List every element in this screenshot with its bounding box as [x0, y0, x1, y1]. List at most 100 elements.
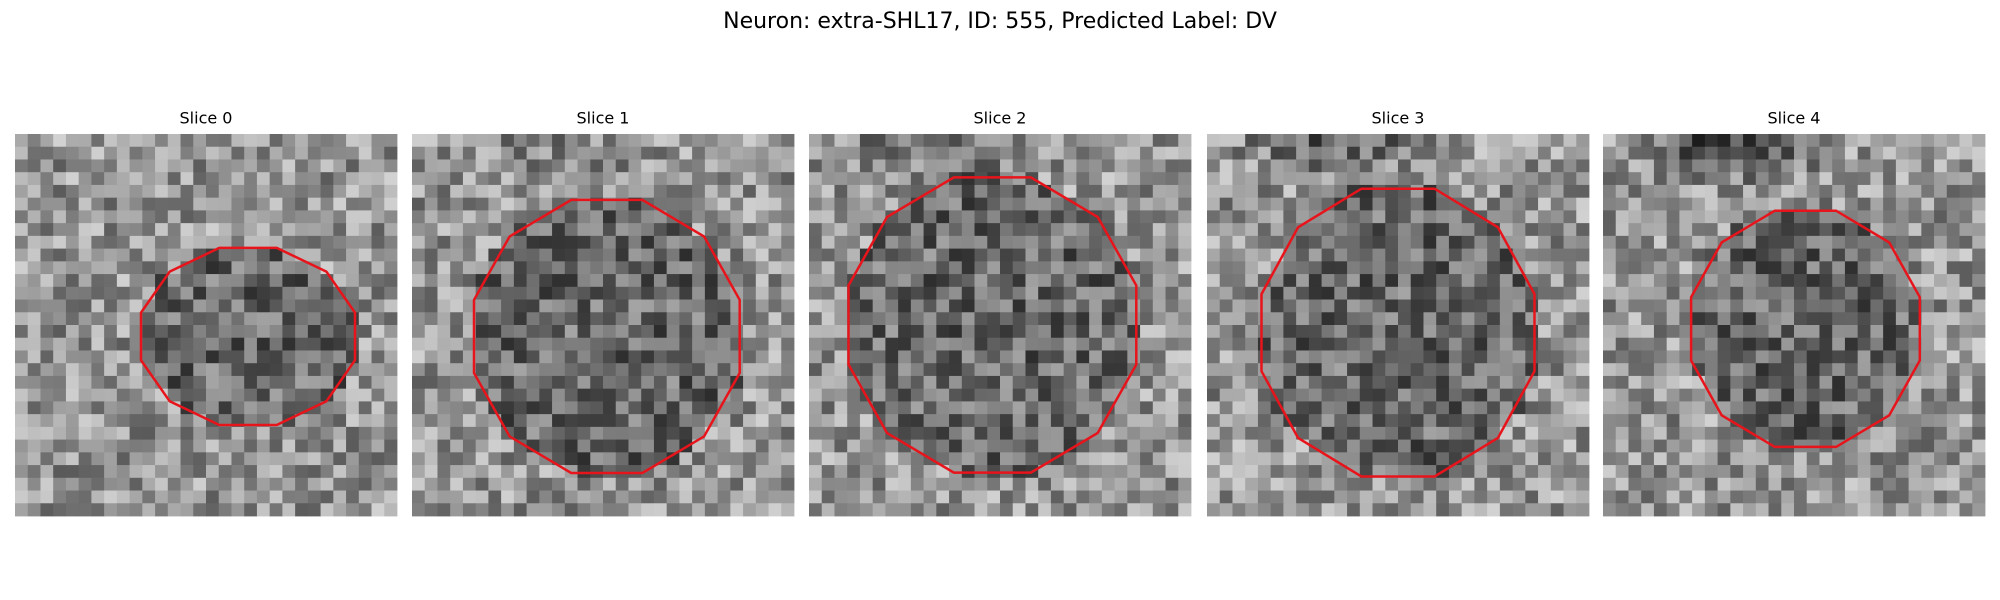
pixel — [333, 363, 347, 377]
pixel — [1806, 172, 1820, 186]
pixel — [27, 184, 41, 199]
pixel — [1050, 490, 1065, 504]
pixel — [1296, 134, 1310, 148]
pixel — [1525, 184, 1539, 199]
pixel — [1000, 490, 1014, 504]
pixel — [1012, 146, 1026, 160]
pixel — [513, 426, 527, 440]
pixel — [898, 337, 912, 351]
pixel — [1563, 465, 1577, 479]
pixel — [1012, 337, 1026, 351]
pixel — [1245, 325, 1259, 339]
pixel — [231, 248, 245, 262]
pixel — [847, 465, 861, 479]
pixel — [704, 325, 718, 339]
pixel — [1308, 312, 1322, 326]
pixel — [1207, 274, 1221, 288]
pixel — [641, 388, 655, 402]
pixel — [1245, 401, 1259, 415]
pixel — [1448, 235, 1463, 249]
pixel — [206, 159, 220, 173]
pixel — [424, 426, 438, 440]
pixel — [78, 223, 92, 237]
pixel — [564, 477, 578, 491]
pixel — [1410, 388, 1424, 402]
pixel — [1755, 172, 1769, 186]
pixel — [424, 490, 438, 504]
pixel — [475, 337, 489, 351]
pixel — [1474, 401, 1488, 415]
pixel — [412, 274, 426, 288]
pixel — [358, 337, 372, 351]
pixel — [320, 439, 334, 453]
pixel — [1487, 388, 1501, 402]
pixel — [1283, 465, 1297, 479]
pixel — [949, 197, 963, 211]
pixel — [1423, 235, 1437, 249]
pixel — [180, 223, 194, 237]
pixel — [1232, 134, 1246, 148]
pixel — [577, 286, 591, 300]
pixel — [78, 210, 92, 224]
pixel — [885, 134, 899, 148]
pixel — [1283, 261, 1297, 275]
pixel — [1089, 452, 1103, 466]
pixel — [1806, 210, 1820, 224]
pixel — [679, 197, 693, 211]
pixel — [834, 248, 848, 262]
pixel — [193, 274, 207, 288]
pixel — [1038, 235, 1052, 249]
pixel — [1410, 477, 1424, 491]
pixel — [1806, 490, 1820, 504]
pixel — [193, 363, 207, 377]
pixel — [1499, 477, 1513, 491]
pixel — [1127, 159, 1141, 173]
pixel — [1372, 477, 1386, 491]
pixel — [1603, 248, 1617, 262]
pixel — [282, 210, 296, 224]
pixel — [1152, 197, 1166, 211]
pixel — [1114, 223, 1128, 237]
pixel — [27, 146, 41, 160]
pixel — [27, 286, 41, 300]
pixel — [1972, 375, 1986, 390]
pixel — [1692, 465, 1706, 479]
pixel — [730, 146, 744, 160]
pixel — [717, 184, 731, 199]
pixel — [781, 426, 795, 440]
pixel — [1000, 261, 1014, 275]
pixel — [1844, 465, 1859, 479]
pixel — [129, 414, 143, 428]
pixel — [1666, 299, 1680, 313]
pixel — [717, 426, 731, 440]
pixel — [462, 184, 477, 199]
pixel — [1921, 184, 1935, 199]
pixel — [1140, 503, 1154, 517]
pixel — [412, 426, 426, 440]
pixel — [142, 299, 156, 313]
pixel — [923, 388, 937, 402]
pixel — [1794, 452, 1808, 466]
pixel — [1372, 146, 1386, 160]
pixel — [269, 503, 283, 517]
pixel — [256, 465, 271, 479]
pixel — [412, 388, 426, 402]
pixel — [384, 363, 398, 377]
pixel — [1499, 325, 1513, 339]
pixel — [27, 439, 41, 453]
pixel — [1972, 325, 1986, 339]
pixel — [116, 274, 130, 288]
pixel — [526, 286, 540, 300]
pixel — [218, 503, 232, 517]
pixel — [768, 452, 782, 466]
pixel — [450, 388, 464, 402]
pixel — [1666, 325, 1680, 339]
pixel — [1000, 223, 1014, 237]
pixel — [949, 363, 963, 377]
pixel — [936, 490, 950, 504]
pixel — [1127, 235, 1141, 249]
pixel — [1730, 477, 1744, 491]
pixel — [1615, 375, 1629, 390]
pixel — [987, 159, 1001, 173]
pixel — [1755, 477, 1769, 491]
